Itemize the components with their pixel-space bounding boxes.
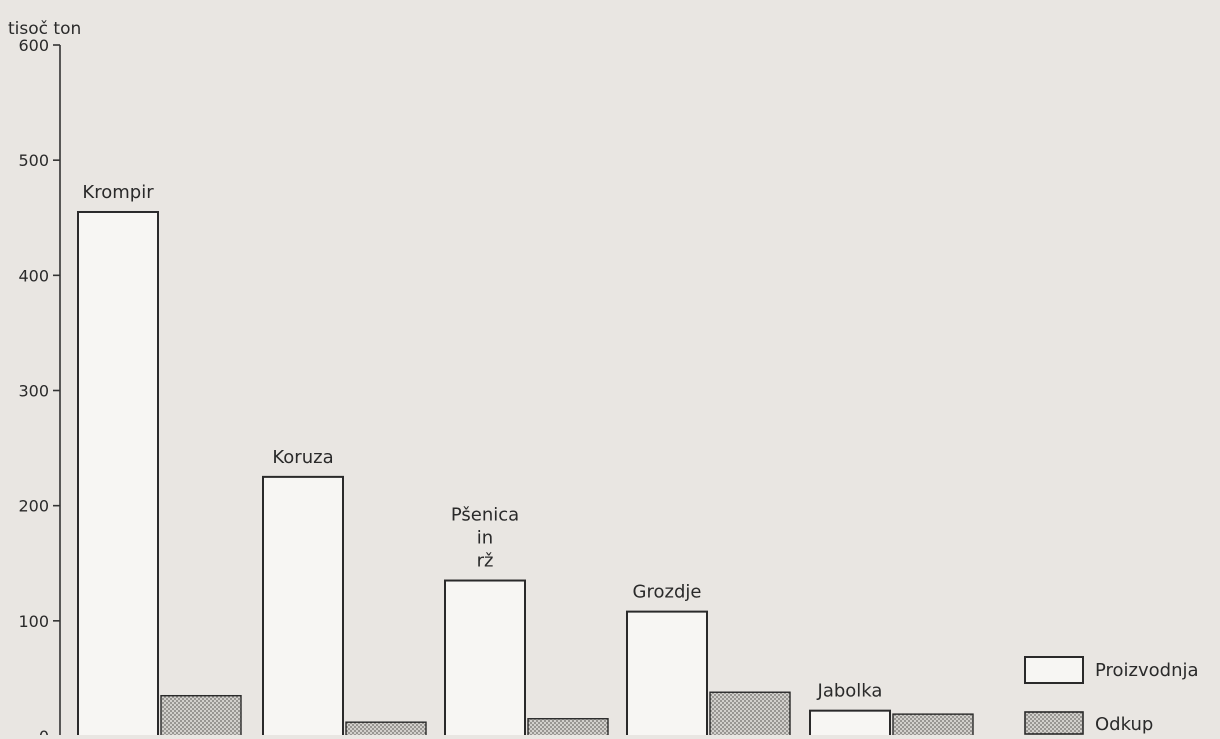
category-label: Grozdje bbox=[633, 582, 702, 603]
y-tick-label: 400 bbox=[18, 266, 49, 285]
category-labels: Krompir Koruza Pšenica in rž Grozdje Jabolka bbox=[82, 182, 882, 702]
y-tick-label: 0 bbox=[39, 727, 49, 735]
category-label: Krompir bbox=[82, 182, 154, 203]
y-tick-label: 100 bbox=[18, 612, 49, 631]
y-tick-label: 200 bbox=[18, 497, 49, 516]
legend-label-proizvodnja: Proizvodnja bbox=[1095, 660, 1199, 681]
legend-swatch-proizvodnja bbox=[1024, 656, 1084, 684]
bar-odkup bbox=[160, 694, 242, 737]
category-label-line: Jabolka bbox=[817, 681, 883, 702]
bar-odkup bbox=[709, 691, 791, 737]
category-label: Jabolka bbox=[817, 681, 883, 702]
bar-odkup bbox=[527, 718, 609, 737]
y-tick-label: 300 bbox=[18, 382, 49, 401]
category-label-line: Grozdje bbox=[633, 582, 702, 603]
category-label-line: Pšenica bbox=[451, 505, 519, 526]
bars bbox=[77, 210, 974, 738]
y-axis-label: tisoč ton bbox=[8, 19, 81, 39]
y-tick-label: 600 bbox=[18, 36, 49, 55]
bar-proizvodnja bbox=[77, 210, 159, 738]
bar-proizvodnja bbox=[444, 579, 526, 738]
bar-proizvodnja bbox=[809, 709, 891, 737]
legend-swatch-odkup bbox=[1024, 711, 1084, 735]
bar-odkup bbox=[345, 721, 427, 737]
y-tick-label: 500 bbox=[18, 151, 49, 170]
legend-label-odkup: Odkup bbox=[1095, 714, 1153, 735]
category-label-line: rž bbox=[477, 551, 494, 572]
bar-odkup bbox=[892, 713, 974, 737]
y-axis: 0 100 200 300 400 500 600 bbox=[18, 36, 61, 739]
legend: Proizvodnja Odkup bbox=[1024, 656, 1199, 735]
bar-proizvodnja bbox=[626, 610, 708, 737]
category-label-line: Krompir bbox=[82, 182, 154, 203]
category-label: Pšenica in rž bbox=[451, 505, 519, 572]
category-label-line: Koruza bbox=[272, 447, 333, 468]
bar-proizvodnja bbox=[262, 475, 344, 737]
category-label: Koruza bbox=[272, 447, 333, 468]
category-label-line: in bbox=[477, 528, 493, 549]
